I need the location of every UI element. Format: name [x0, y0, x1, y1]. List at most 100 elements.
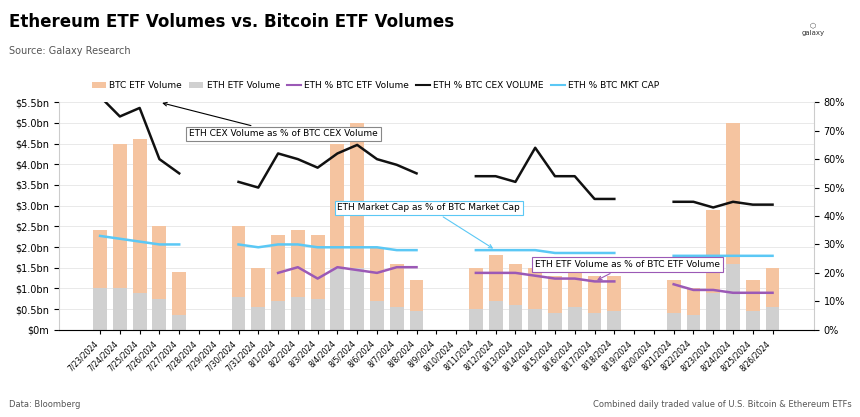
ETH % BTC MKT CAP [134, 239, 144, 244]
Bar [113, 289, 126, 330]
Bar [271, 235, 285, 330]
ETH % BTC ETF Volume [550, 276, 560, 281]
Bar [706, 210, 720, 330]
Bar [132, 293, 146, 330]
Bar [686, 315, 700, 330]
ETH % BTC ETF Volume [510, 270, 520, 275]
Bar [726, 264, 740, 330]
ETH % BTC ETF Volume [332, 265, 342, 270]
Bar [152, 299, 166, 330]
Bar [666, 280, 680, 330]
Bar [528, 309, 542, 330]
ETH % BTC MKT CAP [668, 253, 679, 258]
Text: Data: Bloomberg: Data: Bloomberg [9, 399, 80, 409]
ETH % BTC MKT CAP [292, 242, 303, 247]
Bar [587, 276, 601, 330]
Bar [330, 268, 344, 330]
ETH % BTC ETF Volume [490, 270, 501, 275]
Bar [93, 231, 107, 330]
ETH % BTC MKT CAP [372, 245, 382, 250]
ETH % BTC CEX VOLUME [747, 202, 758, 207]
ETH % BTC ETF Volume [292, 265, 303, 270]
Bar [93, 289, 107, 330]
ETH % BTC CEX VOLUME [550, 174, 560, 179]
Bar [330, 143, 344, 330]
Bar [469, 309, 482, 330]
Text: ETH CEX Volume as % of BTC CEX Volume: ETH CEX Volume as % of BTC CEX Volume [163, 103, 378, 138]
Bar [350, 123, 364, 330]
Text: ETH ETF Volume as % of BTC ETF Volume: ETH ETF Volume as % of BTC ETF Volume [535, 260, 720, 280]
ETH % BTC CEX VOLUME [728, 199, 738, 204]
ETH % BTC MKT CAP [411, 248, 421, 253]
Bar [488, 301, 502, 330]
ETH % BTC CEX VOLUME [589, 196, 599, 201]
ETH % BTC MKT CAP [530, 248, 540, 253]
ETH % BTC ETF Volume [312, 276, 322, 281]
ETH % BTC MKT CAP [312, 245, 322, 250]
ETH % BTC MKT CAP [550, 251, 560, 256]
ETH % BTC CEX VOLUME [688, 199, 698, 204]
Bar [370, 301, 384, 330]
Line: ETH % BTC CEX VOLUME: ETH % BTC CEX VOLUME [100, 97, 772, 208]
ETH % BTC MKT CAP [114, 236, 125, 241]
ETH % BTC MKT CAP [767, 253, 777, 258]
ETH % BTC MKT CAP [332, 245, 342, 250]
ETH % BTC CEX VOLUME [767, 202, 777, 207]
ETH % BTC CEX VOLUME [530, 145, 540, 150]
ETH % BTC MKT CAP [174, 242, 184, 247]
ETH % BTC MKT CAP [569, 251, 580, 256]
Bar [568, 307, 581, 330]
Bar [686, 289, 700, 330]
Bar [390, 307, 403, 330]
ETH % BTC MKT CAP [708, 253, 718, 258]
ETH % BTC ETF Volume [273, 270, 283, 275]
Bar [746, 280, 759, 330]
Bar [251, 307, 265, 330]
ETH % BTC CEX VOLUME [312, 165, 322, 170]
Bar [291, 231, 304, 330]
ETH % BTC CEX VOLUME [391, 162, 402, 167]
ETH % BTC MKT CAP [688, 253, 698, 258]
Bar [765, 307, 779, 330]
ETH % BTC ETF Volume [569, 276, 580, 281]
ETH % BTC CEX VOLUME [569, 174, 580, 179]
Bar [172, 315, 186, 330]
Bar [370, 247, 384, 330]
ETH % BTC CEX VOLUME [253, 185, 263, 190]
ETH % BTC MKT CAP [589, 251, 599, 256]
Bar [132, 140, 146, 330]
ETH % BTC ETF Volume [728, 290, 738, 295]
ETH % BTC CEX VOLUME [668, 199, 679, 204]
ETH % BTC ETF Volume [609, 279, 619, 284]
Bar [172, 272, 186, 330]
ETH % BTC MKT CAP [253, 245, 263, 250]
ETH % BTC MKT CAP [728, 253, 738, 258]
ETH % BTC CEX VOLUME [708, 205, 718, 210]
ETH % BTC MKT CAP [352, 245, 362, 250]
ETH % BTC MKT CAP [490, 248, 501, 253]
ETH % BTC ETF Volume [411, 265, 421, 270]
Bar [488, 255, 502, 330]
Bar [152, 226, 166, 330]
Text: Ethereum ETF Volumes vs. Bitcoin ETF Volumes: Ethereum ETF Volumes vs. Bitcoin ETF Vol… [9, 13, 454, 30]
Bar [706, 293, 720, 330]
Line: ETH % BTC MKT CAP: ETH % BTC MKT CAP [100, 236, 772, 256]
ETH % BTC ETF Volume [688, 287, 698, 292]
ETH % BTC MKT CAP [510, 248, 520, 253]
ETH % BTC CEX VOLUME [292, 157, 303, 162]
Bar [607, 276, 621, 330]
ETH % BTC ETF Volume [470, 270, 481, 275]
ETH % BTC MKT CAP [391, 248, 402, 253]
Bar [409, 311, 423, 330]
Bar [271, 301, 285, 330]
Bar [568, 264, 581, 330]
Bar [666, 313, 680, 330]
Bar [409, 280, 423, 330]
Bar [548, 276, 562, 330]
Bar [113, 143, 126, 330]
Bar [291, 296, 304, 330]
Bar [231, 226, 245, 330]
ETH % BTC MKT CAP [470, 248, 481, 253]
Bar [587, 313, 601, 330]
ETH % BTC ETF Volume [767, 290, 777, 295]
